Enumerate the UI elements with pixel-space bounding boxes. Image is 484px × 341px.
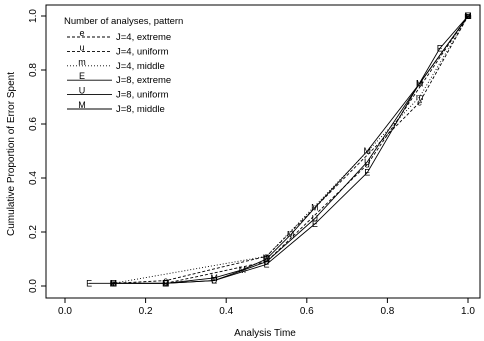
legend-entry-label: J=8, extreme xyxy=(116,75,171,86)
y-tick-label: 0.2 xyxy=(28,225,39,239)
series-line xyxy=(165,15,469,284)
x-tick-label: 0.2 xyxy=(139,306,153,317)
series-point: e xyxy=(111,278,116,288)
series-point: M xyxy=(263,254,271,264)
series-point: u xyxy=(264,257,269,267)
legend-symbol: U xyxy=(79,86,86,96)
legend-entry-label: J=8, uniform xyxy=(116,90,169,101)
x-tick-label: 0.4 xyxy=(219,306,233,317)
legend-symbol: m xyxy=(78,57,86,67)
series-point: M xyxy=(239,265,247,275)
series-point: U xyxy=(263,257,270,267)
series-point: M xyxy=(464,11,472,21)
series-point: e xyxy=(264,251,269,261)
series-point: E xyxy=(312,219,318,229)
series-point: E xyxy=(364,168,370,178)
series-point: U xyxy=(465,11,472,21)
series-line xyxy=(113,15,469,284)
x-tick-label: 0.6 xyxy=(300,306,314,317)
series-point: M xyxy=(311,203,319,213)
series-point: M xyxy=(162,278,170,288)
series-point: E xyxy=(263,259,269,269)
series-point: U xyxy=(211,276,218,286)
series-point: E xyxy=(437,43,443,53)
x-axis-label: Analysis Time xyxy=(234,328,296,339)
y-tick-label: 0.6 xyxy=(28,117,39,131)
series-point: e xyxy=(465,11,470,21)
x-tick-label: 1.0 xyxy=(461,306,475,317)
series-line xyxy=(113,15,469,284)
series-point: E xyxy=(86,278,92,288)
series-point: E xyxy=(465,11,471,21)
legend-symbol: e xyxy=(79,28,84,38)
series-line xyxy=(113,15,469,284)
series-point: u xyxy=(465,11,470,21)
legend-title: Number of analyses, pattern xyxy=(64,16,183,27)
y-tick-label: 1.0 xyxy=(28,9,39,23)
y-axis-label: Cumulative Proportion of Error Spent xyxy=(6,72,17,236)
series-point: M xyxy=(364,146,372,156)
plot-frame xyxy=(45,4,481,299)
legend-symbol: u xyxy=(79,42,84,52)
series-point: u xyxy=(365,160,370,170)
series-point: U xyxy=(110,278,117,288)
series-point: U xyxy=(163,278,170,288)
y-tick-label: 0.0 xyxy=(28,279,39,293)
series-point: M xyxy=(110,278,118,288)
series-point: E xyxy=(163,278,169,288)
series-point: E xyxy=(110,278,116,288)
series-point: M xyxy=(287,230,295,240)
series-point: E xyxy=(211,276,217,286)
series-point: U xyxy=(416,79,423,89)
legend-entry-label: J=4, extreme xyxy=(116,32,171,43)
series-point: u xyxy=(163,278,168,288)
legend-entry-label: J=4, uniform xyxy=(116,46,169,57)
legend-entry-label: J=8, middle xyxy=(116,104,165,115)
series-point: M xyxy=(416,79,424,89)
series-point: m xyxy=(464,11,472,21)
series-lines xyxy=(89,15,469,284)
legend-symbol: M xyxy=(78,100,86,110)
axes: 0.0 0.2 0.4 0.6 0.8 1.0 0.0 0.2 0.4 0.6 0.8 1.0 xyxy=(28,4,481,317)
series-point: m xyxy=(110,278,118,288)
x-tick-label: 0.8 xyxy=(380,306,394,317)
series-point: U xyxy=(364,157,371,167)
x-tick-label: 0.0 xyxy=(58,306,72,317)
series-point: M xyxy=(210,273,218,283)
series-point: m xyxy=(416,92,424,102)
legend-entry-label: J=4, middle xyxy=(116,61,165,72)
series-point: e xyxy=(163,276,168,286)
legend: Number of analyses, pattern e J=4, extrem… xyxy=(64,16,183,115)
series-point: m xyxy=(263,251,271,261)
series-point: e xyxy=(417,97,422,107)
legend-symbol: E xyxy=(79,71,85,81)
y-tick-label: 0.4 xyxy=(28,171,39,185)
series-point: U xyxy=(312,214,319,224)
y-tick-label: 0.8 xyxy=(28,63,39,77)
